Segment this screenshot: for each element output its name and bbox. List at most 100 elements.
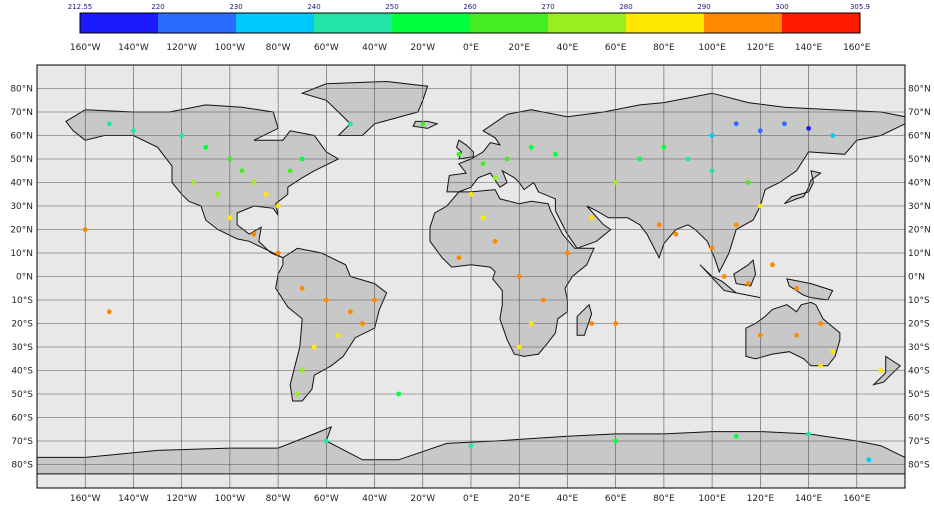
lat-label-left: 30°N bbox=[10, 202, 33, 212]
colorbar-tick-label: 240 bbox=[307, 3, 320, 11]
station-point bbox=[239, 168, 245, 174]
lon-label-top: 160°E bbox=[843, 43, 871, 53]
landmass-iceland bbox=[412, 120, 439, 129]
lon-label-bottom: 120°W bbox=[166, 494, 197, 504]
station-point bbox=[818, 363, 823, 369]
station-point bbox=[492, 175, 498, 181]
lon-label-top: 160°W bbox=[70, 43, 101, 53]
station-point bbox=[733, 222, 739, 228]
colorbar-segment bbox=[470, 13, 548, 33]
lat-label-right: 50°S bbox=[908, 390, 930, 400]
lat-label-right: 30°N bbox=[908, 202, 931, 212]
lon-label-bottom: 20°E bbox=[508, 494, 530, 504]
station-point bbox=[721, 274, 727, 279]
station-point bbox=[794, 285, 799, 291]
lon-label-top: 40°W bbox=[362, 43, 387, 53]
landmass-japan bbox=[784, 170, 822, 205]
lat-label-left: 0°N bbox=[16, 273, 33, 283]
map-border bbox=[36, 64, 906, 489]
latitude-labels-left: 80°N 70°N 60°N 50°N 40°N 30°N 20°N 10°N 0°N 10°S 2… bbox=[10, 85, 33, 471]
longitude-labels-bottom: 160°W 140°W 120°W 100°W 80°W 60°W 40°W 20°W 0°E 2… bbox=[70, 494, 871, 504]
station-point bbox=[203, 144, 209, 150]
station-point bbox=[456, 255, 462, 261]
lat-label-right: 60°N bbox=[908, 132, 931, 142]
station-point bbox=[251, 180, 257, 185]
colorbar-segment bbox=[392, 13, 470, 33]
station-point bbox=[456, 151, 462, 157]
lat-label-right: 70°N bbox=[908, 108, 931, 118]
lon-label-bottom: 80°E bbox=[653, 494, 675, 504]
colorbar-segment bbox=[704, 13, 782, 33]
station-point bbox=[275, 203, 281, 209]
station-point bbox=[504, 156, 510, 162]
station-point bbox=[191, 180, 197, 185]
station-point bbox=[613, 438, 619, 444]
landmass-madagascar bbox=[576, 303, 593, 336]
station-point bbox=[295, 391, 300, 397]
station-point bbox=[275, 250, 281, 256]
station-point bbox=[661, 144, 667, 150]
lat-label-right: 70°S bbox=[908, 437, 930, 447]
lon-label-bottom: 140°E bbox=[795, 494, 823, 504]
landmass-new-guinea bbox=[786, 278, 834, 301]
colorbar-tick-label: 290 bbox=[697, 3, 710, 11]
latitude-labels-right: 80°N 70°N 60°N 50°N 40°N 30°N 20°N 10°N 0°N 10°S 2… bbox=[908, 85, 931, 471]
lat-label-left: 80°S bbox=[11, 461, 33, 471]
lon-label-bottom: 80°W bbox=[266, 494, 291, 504]
station-point bbox=[878, 368, 884, 373]
colorbar-segment bbox=[626, 13, 704, 33]
station-point bbox=[131, 128, 136, 134]
station-points bbox=[82, 121, 884, 463]
lat-label-left: 60°N bbox=[10, 132, 33, 142]
station-point bbox=[733, 121, 739, 127]
lon-label-top: 100°E bbox=[698, 43, 726, 53]
lat-label-right: 20°N bbox=[908, 226, 931, 236]
lon-label-bottom: 40°W bbox=[362, 494, 387, 504]
station-point bbox=[745, 180, 751, 185]
lat-label-right: 20°S bbox=[908, 320, 930, 330]
lat-label-left: 10°N bbox=[10, 249, 33, 259]
lon-label-bottom: 20°W bbox=[410, 494, 435, 504]
longitude-labels-top: 160°W 140°W 120°W 100°W 80°W 60°W 40°W 20°W 0°E 2… bbox=[70, 43, 871, 53]
station-point bbox=[553, 151, 558, 157]
station-point bbox=[516, 274, 522, 279]
station-point bbox=[299, 285, 305, 291]
station-point bbox=[637, 156, 643, 162]
lat-label-left: 10°S bbox=[11, 296, 33, 306]
station-point bbox=[82, 227, 88, 232]
landmass-indonesia bbox=[699, 264, 761, 299]
lon-label-bottom: 60°W bbox=[314, 494, 339, 504]
station-point bbox=[565, 250, 570, 256]
station-point bbox=[106, 309, 112, 315]
station-point bbox=[348, 121, 353, 127]
lat-label-left: 20°S bbox=[11, 320, 33, 330]
lon-label-top: 140°W bbox=[118, 43, 149, 53]
lon-label-bottom: 100°E bbox=[698, 494, 726, 504]
colorbar-segment bbox=[158, 13, 236, 33]
lon-label-bottom: 140°W bbox=[118, 494, 149, 504]
landmass-australia bbox=[745, 301, 841, 367]
station-point bbox=[179, 133, 185, 138]
station-point bbox=[480, 215, 486, 221]
lat-label-left: 20°N bbox=[10, 226, 33, 236]
station-point bbox=[709, 245, 715, 251]
colorbar-tick-label: 212.55 bbox=[68, 3, 93, 11]
landmass-borneo bbox=[733, 259, 757, 287]
colorbar-tick-label: 220 bbox=[151, 3, 164, 11]
lon-label-top: 0°E bbox=[463, 43, 479, 53]
station-point bbox=[770, 262, 775, 268]
colorbar-tick-label: 260 bbox=[463, 3, 476, 11]
colorbar-tick-label: 250 bbox=[385, 3, 398, 11]
lat-label-right: 40°S bbox=[908, 367, 930, 377]
station-point bbox=[757, 128, 763, 134]
station-point bbox=[420, 121, 426, 127]
lat-label-right: 60°S bbox=[908, 414, 930, 424]
world-map bbox=[36, 64, 906, 489]
station-point bbox=[360, 321, 365, 326]
station-point bbox=[806, 431, 811, 437]
lon-label-top: 40°E bbox=[557, 43, 579, 53]
lat-label-left: 70°N bbox=[10, 108, 33, 118]
station-point bbox=[685, 156, 691, 162]
colorbar-segment bbox=[80, 13, 158, 33]
station-point bbox=[227, 156, 233, 162]
